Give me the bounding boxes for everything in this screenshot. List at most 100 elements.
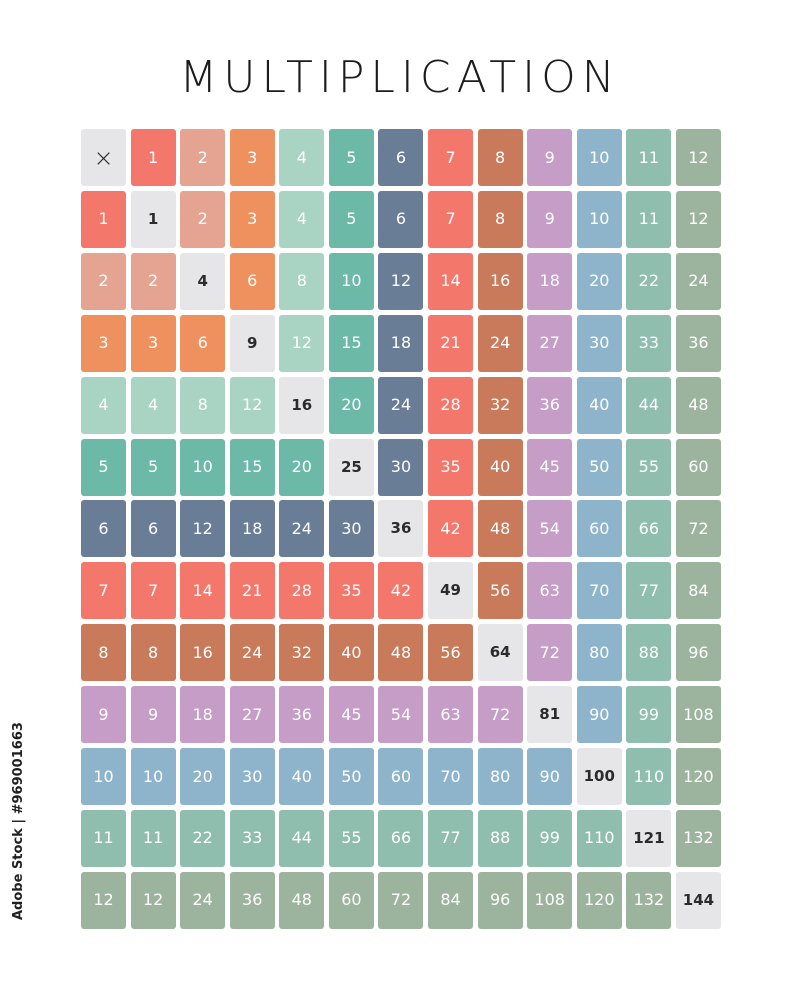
product-cell: 24 — [675, 252, 721, 310]
column-header-cell: 11 — [626, 129, 672, 186]
row-header-cell: 3 — [81, 314, 126, 372]
product-cell: 66 — [626, 500, 672, 558]
product-cell: 20 — [576, 252, 622, 310]
product-cell: 40 — [279, 748, 325, 806]
product-cell: 56 — [428, 624, 474, 682]
product-cell: 27 — [527, 314, 573, 372]
square-product-cell: 16 — [279, 376, 325, 434]
product-cell: 42 — [428, 500, 474, 558]
row-header-cell: 4 — [81, 376, 126, 434]
product-cell: 15 — [328, 314, 374, 372]
product-cell: 6 — [229, 252, 275, 310]
product-cell: 21 — [428, 314, 474, 372]
square-product-cell: 64 — [477, 624, 523, 682]
product-cell: 33 — [626, 314, 672, 372]
product-cell: 80 — [477, 748, 523, 806]
product-cell: 10 — [130, 748, 176, 806]
square-product-cell: 49 — [428, 562, 474, 620]
product-cell: 44 — [279, 809, 325, 867]
product-cell: 32 — [477, 376, 523, 434]
product-cell: 32 — [279, 624, 325, 682]
column-header-cell: 7 — [428, 129, 474, 186]
product-cell: 63 — [527, 562, 573, 620]
product-cell: 70 — [428, 748, 474, 806]
product-cell: 20 — [328, 376, 374, 434]
product-cell: 7 — [428, 190, 474, 248]
product-cell: 36 — [675, 314, 721, 372]
product-cell: 48 — [279, 871, 325, 929]
product-cell: 108 — [527, 871, 573, 929]
product-cell: 22 — [180, 809, 226, 867]
product-cell: 45 — [328, 686, 374, 744]
product-cell: 36 — [229, 871, 275, 929]
product-cell: 6 — [180, 314, 226, 372]
product-cell: 72 — [477, 686, 523, 744]
column-header-cell: 12 — [675, 129, 721, 186]
product-cell: 24 — [279, 500, 325, 558]
product-cell: 66 — [378, 809, 424, 867]
product-cell: 16 — [180, 624, 226, 682]
column-header-cell: 9 — [527, 129, 573, 186]
product-cell: 14 — [428, 252, 474, 310]
product-cell: 10 — [576, 190, 622, 248]
product-cell: 4 — [279, 190, 325, 248]
square-product-cell: 25 — [328, 438, 374, 496]
product-cell: 3 — [229, 190, 275, 248]
product-cell: 54 — [378, 686, 424, 744]
row-header-cell: 6 — [81, 500, 126, 558]
square-product-cell: 9 — [229, 314, 275, 372]
product-cell: 84 — [675, 562, 721, 620]
product-cell: 55 — [328, 809, 374, 867]
product-cell: 20 — [180, 748, 226, 806]
product-cell: 110 — [576, 809, 622, 867]
product-cell: 55 — [626, 438, 672, 496]
product-cell: 27 — [229, 686, 275, 744]
square-product-cell: 144 — [675, 871, 721, 929]
product-cell: 50 — [328, 748, 374, 806]
product-cell: 63 — [428, 686, 474, 744]
product-cell: 35 — [428, 438, 474, 496]
row-header-cell: 12 — [81, 871, 126, 929]
row-header-cell: 11 — [81, 809, 126, 867]
product-cell: 10 — [328, 252, 374, 310]
product-cell: 2 — [180, 190, 226, 248]
product-cell: 108 — [675, 686, 721, 744]
product-cell: 11 — [626, 190, 672, 248]
product-cell: 24 — [477, 314, 523, 372]
column-header-cell: 6 — [378, 129, 424, 186]
product-cell: 18 — [180, 686, 226, 744]
column-header-cell: 5 — [328, 129, 374, 186]
product-cell: 120 — [576, 871, 622, 929]
stock-id-text: Adobe Stock | #969001663 — [11, 722, 26, 920]
product-cell: 8 — [477, 190, 523, 248]
product-cell: 24 — [180, 871, 226, 929]
product-cell: 15 — [229, 438, 275, 496]
product-cell: 60 — [328, 871, 374, 929]
product-cell: 24 — [378, 376, 424, 434]
product-cell: 18 — [527, 252, 573, 310]
product-cell: 72 — [378, 871, 424, 929]
product-cell: 30 — [378, 438, 424, 496]
square-product-cell: 1 — [130, 190, 176, 248]
product-cell: 60 — [378, 748, 424, 806]
row-header-cell: 5 — [81, 438, 126, 496]
product-cell: 3 — [130, 314, 176, 372]
product-cell: 99 — [527, 809, 573, 867]
product-cell: 45 — [527, 438, 573, 496]
product-cell: 80 — [576, 624, 622, 682]
column-header-cell: 4 — [279, 129, 325, 186]
product-cell: 5 — [328, 190, 374, 248]
product-cell: 18 — [229, 500, 275, 558]
product-cell: 9 — [527, 190, 573, 248]
product-cell: 12 — [130, 871, 176, 929]
product-cell: 120 — [675, 748, 721, 806]
product-cell: 20 — [279, 438, 325, 496]
product-cell: 50 — [576, 438, 622, 496]
product-cell: 28 — [279, 562, 325, 620]
row-header-cell: 9 — [81, 686, 126, 744]
product-cell: 21 — [229, 562, 275, 620]
square-product-cell: 81 — [527, 686, 573, 744]
product-cell: 88 — [477, 809, 523, 867]
product-cell: 14 — [180, 562, 226, 620]
product-cell: 4 — [130, 376, 176, 434]
